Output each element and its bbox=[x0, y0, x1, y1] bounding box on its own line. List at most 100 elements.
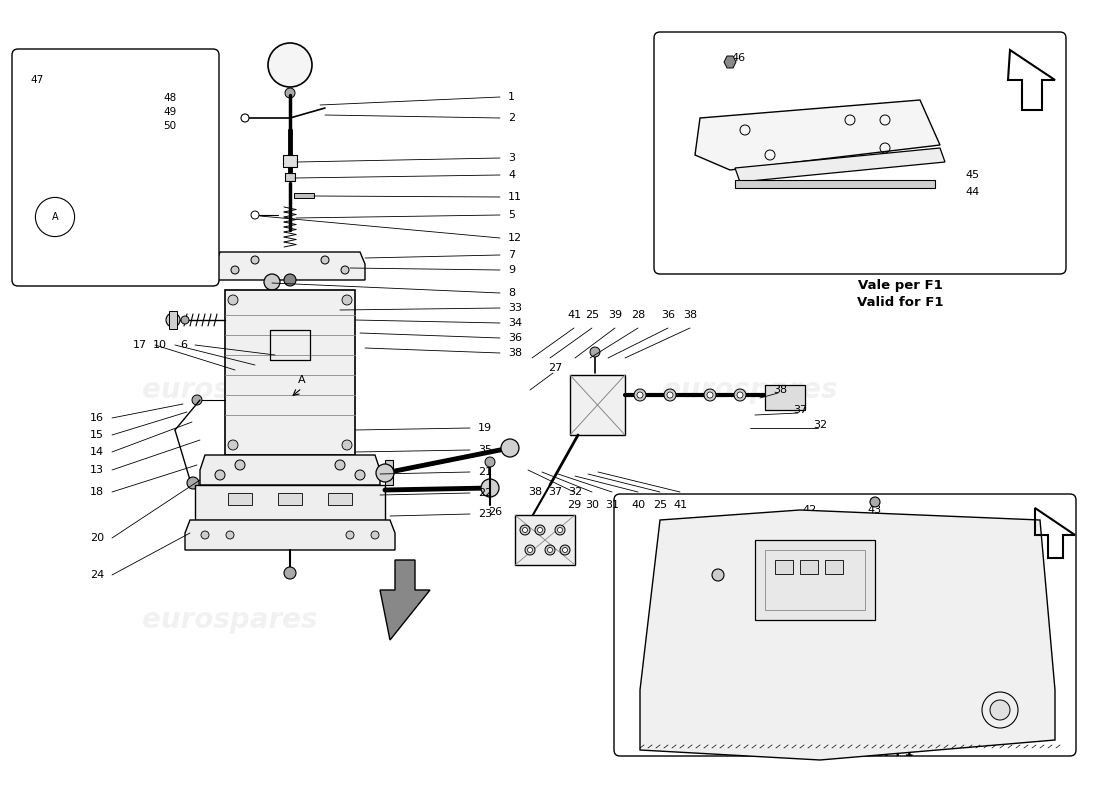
Bar bbox=[226, 290, 355, 455]
Circle shape bbox=[132, 137, 144, 149]
Polygon shape bbox=[379, 560, 430, 640]
Text: 46: 46 bbox=[730, 53, 745, 63]
Circle shape bbox=[734, 389, 746, 401]
Circle shape bbox=[241, 114, 249, 122]
Text: 31: 31 bbox=[605, 500, 619, 510]
Bar bbox=[515, 515, 575, 565]
Polygon shape bbox=[200, 455, 380, 485]
Text: 42: 42 bbox=[803, 505, 817, 515]
Circle shape bbox=[187, 477, 199, 489]
Bar bbox=[825, 560, 843, 574]
Bar bbox=[278, 493, 303, 505]
Circle shape bbox=[707, 392, 713, 398]
Circle shape bbox=[376, 464, 394, 482]
Text: 37: 37 bbox=[793, 405, 807, 415]
Circle shape bbox=[544, 545, 556, 555]
Bar bbox=[195, 485, 385, 520]
Text: 28: 28 bbox=[631, 310, 645, 320]
Text: A: A bbox=[298, 375, 306, 385]
Text: 25: 25 bbox=[585, 310, 600, 320]
Circle shape bbox=[500, 439, 519, 457]
Text: 47: 47 bbox=[31, 75, 44, 85]
Text: 4: 4 bbox=[508, 170, 515, 180]
Circle shape bbox=[228, 440, 238, 450]
Circle shape bbox=[548, 547, 552, 553]
Text: 39: 39 bbox=[608, 310, 623, 320]
Polygon shape bbox=[185, 520, 395, 550]
Text: 14: 14 bbox=[90, 447, 104, 457]
Text: 32: 32 bbox=[813, 420, 827, 430]
Polygon shape bbox=[735, 148, 945, 182]
Polygon shape bbox=[695, 100, 940, 170]
Text: 20: 20 bbox=[90, 533, 104, 543]
Text: 25: 25 bbox=[653, 500, 667, 510]
Circle shape bbox=[132, 104, 144, 116]
Text: 38: 38 bbox=[508, 348, 522, 358]
Circle shape bbox=[235, 460, 245, 470]
Circle shape bbox=[284, 274, 296, 286]
Text: 27: 27 bbox=[548, 363, 562, 373]
Bar bbox=[764, 550, 865, 610]
Circle shape bbox=[251, 211, 258, 219]
Text: 32: 32 bbox=[568, 487, 582, 497]
Text: 43: 43 bbox=[868, 505, 882, 515]
Circle shape bbox=[528, 547, 532, 553]
Circle shape bbox=[166, 313, 180, 327]
Text: 24: 24 bbox=[90, 570, 104, 580]
Circle shape bbox=[556, 525, 565, 535]
Text: 33: 33 bbox=[508, 303, 522, 313]
Circle shape bbox=[264, 274, 280, 290]
Text: 26: 26 bbox=[488, 507, 502, 517]
Polygon shape bbox=[40, 155, 70, 165]
Text: 13: 13 bbox=[90, 465, 104, 475]
Circle shape bbox=[126, 98, 150, 122]
Circle shape bbox=[134, 123, 142, 131]
Circle shape bbox=[268, 43, 312, 87]
Circle shape bbox=[990, 700, 1010, 720]
Circle shape bbox=[590, 347, 600, 357]
Circle shape bbox=[634, 389, 646, 401]
Text: 11: 11 bbox=[508, 192, 522, 202]
Bar bbox=[776, 560, 793, 574]
Text: 40: 40 bbox=[631, 500, 645, 510]
Circle shape bbox=[201, 531, 209, 539]
Text: 21: 21 bbox=[478, 467, 492, 477]
Bar bbox=[285, 173, 295, 181]
Circle shape bbox=[562, 547, 568, 553]
Circle shape bbox=[522, 527, 528, 533]
Text: 35: 35 bbox=[478, 445, 492, 455]
Circle shape bbox=[485, 457, 495, 467]
FancyBboxPatch shape bbox=[12, 49, 219, 286]
Text: Vale per F1: Vale per F1 bbox=[827, 729, 912, 742]
Text: 41: 41 bbox=[566, 310, 581, 320]
Text: 38: 38 bbox=[683, 310, 697, 320]
Circle shape bbox=[336, 460, 345, 470]
Text: Valid for F1: Valid for F1 bbox=[857, 297, 944, 310]
Circle shape bbox=[664, 389, 676, 401]
Circle shape bbox=[560, 545, 570, 555]
Text: 29: 29 bbox=[566, 500, 581, 510]
Circle shape bbox=[737, 392, 742, 398]
Text: 10: 10 bbox=[153, 340, 167, 350]
FancyBboxPatch shape bbox=[654, 32, 1066, 274]
Text: eurospares: eurospares bbox=[142, 376, 318, 404]
Text: 37: 37 bbox=[548, 487, 562, 497]
Circle shape bbox=[525, 545, 535, 555]
Polygon shape bbox=[104, 88, 145, 150]
Text: eurospares: eurospares bbox=[662, 376, 838, 404]
Text: 34: 34 bbox=[508, 318, 522, 328]
Circle shape bbox=[341, 266, 349, 274]
Text: 17: 17 bbox=[133, 340, 147, 350]
Text: 45: 45 bbox=[965, 170, 979, 180]
Circle shape bbox=[870, 497, 880, 507]
Circle shape bbox=[538, 527, 542, 533]
Text: 36: 36 bbox=[661, 310, 675, 320]
Text: 50: 50 bbox=[164, 121, 177, 131]
Polygon shape bbox=[640, 510, 1055, 760]
Text: Vale per F1: Vale per F1 bbox=[858, 278, 943, 291]
Circle shape bbox=[46, 74, 64, 92]
Bar bbox=[328, 493, 352, 505]
Text: 41: 41 bbox=[673, 500, 688, 510]
Text: 7: 7 bbox=[508, 250, 515, 260]
Circle shape bbox=[667, 392, 673, 398]
